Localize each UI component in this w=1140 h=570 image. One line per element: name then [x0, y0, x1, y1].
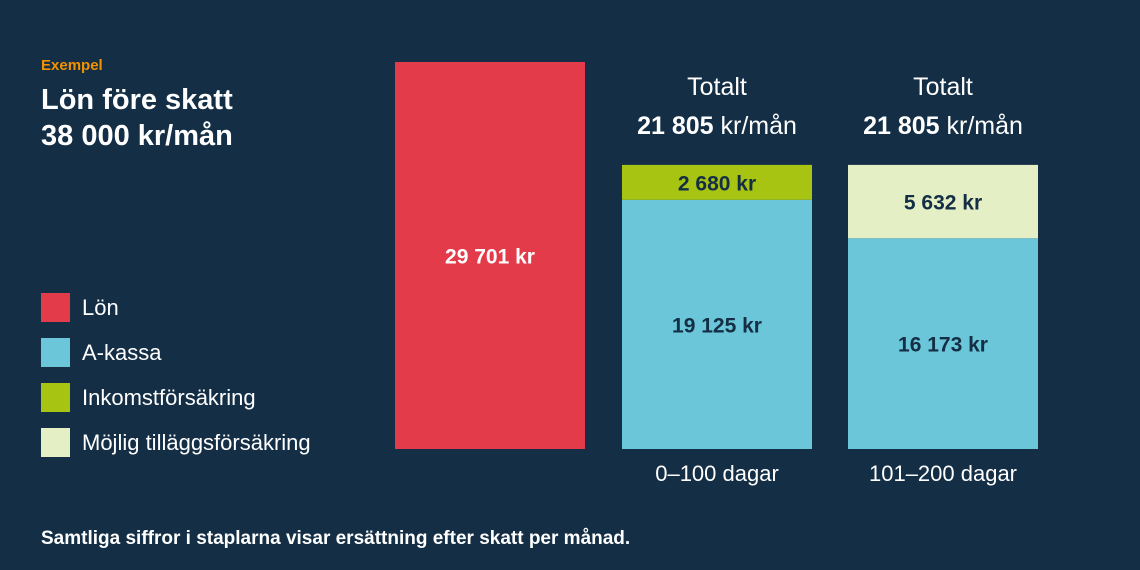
legend-swatch-a-kassa — [41, 338, 70, 367]
data-label-a-kassa-3: 16 173 kr — [898, 334, 988, 357]
legend-item-lon: Lön — [41, 285, 311, 330]
example-label: Exempel — [41, 57, 103, 74]
data-label-inkomstforsakring-2: 2 680 kr — [678, 172, 756, 195]
legend-item-tillaggsforsakring: Möjlig tilläggsförsäkring — [41, 420, 311, 465]
data-label-mojlig-tillaggsforsakring-3: 5 632 kr — [904, 192, 982, 215]
legend-label-a-kassa: A-kassa — [82, 339, 162, 365]
legend-label-lon: Lön — [82, 294, 119, 320]
legend-label-tillaggsforsakring: Möjlig tilläggsförsäkring — [82, 429, 311, 455]
legend-swatch-inkomstforsakring — [41, 383, 70, 412]
bar-segment-a-kassa-2 — [622, 199, 812, 449]
total-amount-3: 21 805 — [863, 112, 940, 140]
footnote: Samtliga siffror i staplarna visar ersät… — [41, 528, 631, 549]
legend-swatch-tillaggsforsakring — [41, 428, 70, 457]
legend-label-inkomstforsakring: Inkomstförsäkring — [82, 384, 256, 410]
category-label-2: 0–100 dagar — [655, 461, 779, 486]
total-heading-3: Totalt — [913, 73, 973, 101]
data-label-a-kassa-2: 19 125 kr — [672, 314, 762, 337]
bar-segment-a-kassa-3 — [848, 238, 1038, 449]
legend-swatch-lon — [41, 293, 70, 322]
headline: Lön före skatt 38 000 kr/mån — [41, 82, 233, 154]
category-label-3: 101–200 dagar — [869, 461, 1017, 486]
legend: Lön A-kassa Inkomstförsäkring Möjlig til… — [41, 285, 311, 465]
legend-item-a-kassa: A-kassa — [41, 330, 311, 375]
data-label-lon-1: 29 701 kr — [445, 246, 535, 269]
total-amount-2: 21 805 — [637, 112, 714, 140]
bar-segment-mojlig-tillaggsforsakring-3 — [848, 164, 1038, 239]
bar-segment-inkomstforsakring-2 — [622, 164, 812, 200]
total-value-2: 21 805 kr/mån — [637, 112, 797, 140]
total-heading-2: Totalt — [687, 73, 747, 101]
headline-line-2: 38 000 kr/mån — [41, 120, 233, 152]
legend-item-inkomstforsakring: Inkomstförsäkring — [41, 375, 311, 420]
total-unit-2: kr/mån — [714, 112, 797, 140]
total-value-3: 21 805 kr/mån — [863, 112, 1023, 140]
total-unit-3: kr/mån — [940, 112, 1023, 140]
bar-segment-lon-1 — [395, 62, 585, 449]
headline-line-1: Lön före skatt — [41, 84, 233, 116]
